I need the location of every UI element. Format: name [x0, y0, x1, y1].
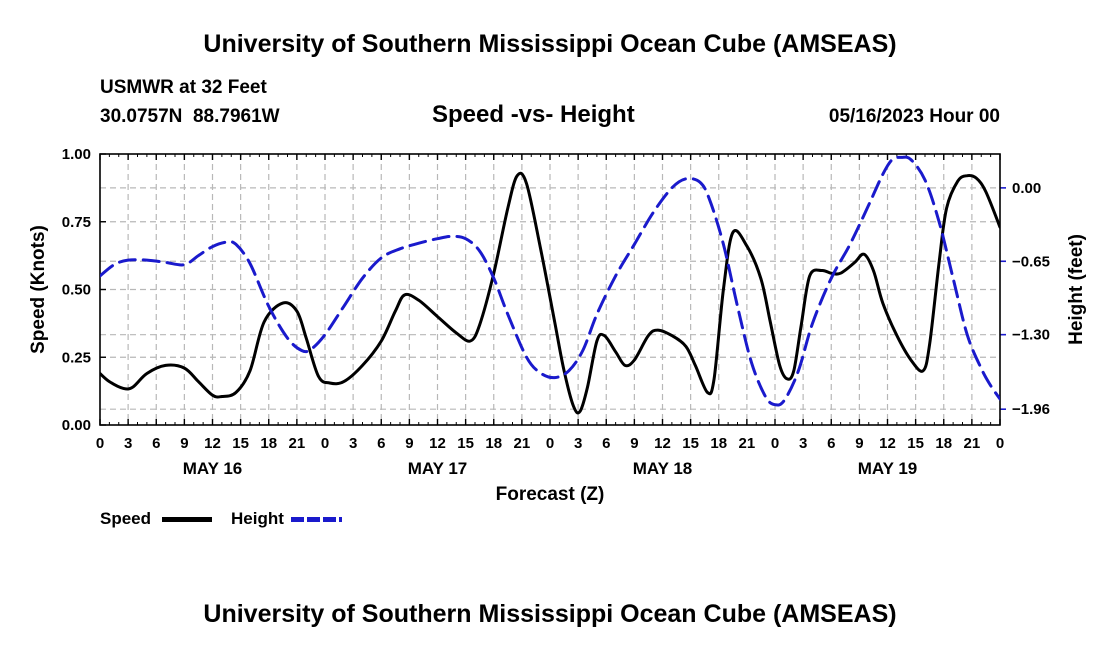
y-left-axis-title: Speed (Knots): [28, 225, 49, 354]
x-tick-label: 0: [771, 435, 779, 452]
day-label: MAY 16: [183, 459, 243, 478]
y-right-tick-label: −0.65: [1012, 253, 1050, 270]
x-tick-label: 0: [546, 435, 554, 452]
x-tick-label: 12: [204, 435, 221, 452]
x-tick-label: 9: [855, 435, 863, 452]
x-tick-label: 12: [879, 435, 896, 452]
x-tick-label: 6: [602, 435, 610, 452]
y-left-tick-label: 0.50: [62, 282, 91, 299]
x-tick-label: 3: [124, 435, 132, 452]
x-tick-label: 6: [827, 435, 835, 452]
x-tick-label: 18: [260, 435, 277, 452]
legend-speed-swatch: [162, 517, 212, 522]
legend-height-label: Height: [231, 509, 284, 528]
y-left-tick-label: 0.00: [62, 417, 91, 434]
x-tick-label: 6: [377, 435, 385, 452]
x-tick-label: 18: [710, 435, 727, 452]
day-label: MAY 19: [858, 459, 918, 478]
x-tick-label: 9: [630, 435, 638, 452]
x-tick-label: 3: [349, 435, 357, 452]
station-label: USMWR at 32 Feet: [100, 77, 267, 98]
x-tick-label: 0: [321, 435, 329, 452]
x-tick-label: 15: [907, 435, 924, 452]
day-label: MAY 17: [408, 459, 468, 478]
y-right-tick-label: 0.00: [1012, 180, 1041, 197]
x-tick-label: 21: [289, 435, 306, 452]
x-tick-label: 9: [180, 435, 188, 452]
x-tick-label: 21: [514, 435, 531, 452]
chart-subtitle: Speed -vs- Height: [432, 101, 635, 128]
legend-height-swatch: [291, 517, 342, 522]
x-tick-label: 12: [654, 435, 671, 452]
speed-height-chart: 0 3 6 9 12 15 18 21 0 3 6 9 12 15 18 21 0 3 6 9 12 15 18 21 0 3 6 9…: [28, 146, 1087, 505]
y-left-tick-label: 0.75: [62, 214, 91, 231]
x-tick-label: 6: [152, 435, 160, 452]
coordinates-label: 30.0757N 88.7961W: [100, 106, 280, 127]
series-height-line: [100, 155, 1000, 407]
x-tick-label: 9: [405, 435, 413, 452]
x-axis-title: Forecast (Z): [496, 484, 605, 505]
forecast-date: 05/16/2023 Hour 00: [828, 106, 1000, 127]
x-tick-label: 0: [996, 435, 1004, 452]
bottom-title: University of Southern Mississippi Ocean…: [203, 600, 897, 628]
x-tick-label: 18: [935, 435, 952, 452]
y-left-tick-label: 0.25: [62, 349, 91, 366]
x-tick-label: 18: [485, 435, 502, 452]
y-right-tick-label: −1.30: [1012, 327, 1050, 344]
x-tick-label: 21: [739, 435, 756, 452]
chart-axes: 0 3 6 9 12 15 18 21 0 3 6 9 12 15 18 21 0 3 6 9 12 15 18 21 0 3 6 9…: [28, 146, 1087, 505]
chart-series: [100, 155, 1000, 415]
y-right-axis-title: Height (feet): [1066, 234, 1087, 345]
y-left-tick-label: 1.00: [62, 146, 91, 163]
x-tick-label: 15: [457, 435, 474, 452]
top-title: University of Southern Mississippi Ocean…: [203, 30, 897, 58]
x-tick-label: 0: [96, 435, 104, 452]
x-tick-label: 15: [232, 435, 249, 452]
x-tick-label: 15: [682, 435, 699, 452]
x-tick-label: 3: [574, 435, 582, 452]
x-tick-label: 12: [429, 435, 446, 452]
series-speed-line: [100, 171, 1000, 415]
x-tick-label: 21: [964, 435, 981, 452]
x-tick-label: 3: [799, 435, 807, 452]
y-right-tick-label: −1.96: [1012, 401, 1050, 418]
day-label: MAY 18: [633, 459, 693, 478]
plot-frame: [99, 153, 1001, 426]
grid-lines: [100, 154, 1000, 425]
legend-speed-label: Speed: [100, 509, 152, 528]
